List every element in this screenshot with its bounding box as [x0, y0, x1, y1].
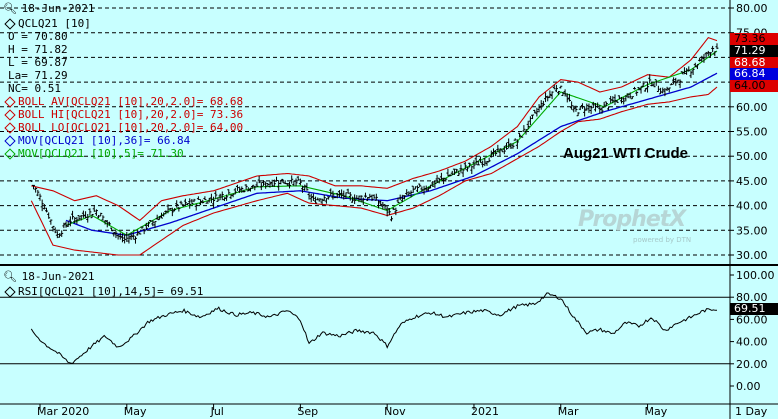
price-tick-label: 35.00: [736, 224, 768, 237]
price-tag: 73.36: [730, 33, 778, 45]
legend-entry: BOLL HI[QCLQ21 [10],20,2.0]= 73.36: [4, 108, 243, 121]
legend-entry: NC= 0.51: [4, 82, 61, 95]
legend-entry: BOLL AV[QCLQ21 [10],20,2.0]= 68.68: [4, 95, 243, 108]
x-tick-label: Nov: [384, 405, 406, 418]
search-icon[interactable]: 🔍︎: [3, 270, 17, 283]
boll-hi-line: [31, 36, 718, 222]
x-tick-label: Jul: [210, 405, 224, 418]
price-tag: 66.84: [730, 68, 778, 80]
chart-caption: Aug21 WTI Crude: [563, 145, 689, 162]
y-tick-labels: 30.0035.0040.0045.0050.0055.0060.0065.00…: [730, 2, 775, 393]
price-date: 18-Jun-2021: [21, 2, 95, 15]
legend-text: L = 69.87: [8, 56, 68, 69]
diamond-icon: [4, 108, 16, 121]
rsi-tick-label: 40.00: [736, 336, 768, 349]
diamond-icon: [4, 147, 16, 160]
diamond-icon: [4, 134, 16, 147]
x-tick-label: 2021: [471, 405, 499, 418]
price-tick-label: 80.00: [736, 2, 768, 15]
rsi-gridlines: [0, 296, 730, 365]
price-tag: 71.29: [730, 45, 778, 57]
x-tick-labels: Mar 2020 May Jul Sep Nov 2021 Mar May 1 Day: [37, 404, 768, 418]
x-unit-label: 1 Day: [735, 405, 768, 418]
price-bars: [29, 43, 719, 244]
legend-entry: BOLL LO[QCLQ21 [10],20,2.0]= 64.00: [4, 121, 243, 134]
mov36-line: [65, 72, 718, 236]
legend-entry: QCLQ21 [10]: [4, 17, 91, 30]
legend-text: MOV[QCLQ21 [10],36]= 66.84: [18, 134, 191, 147]
diamond-icon: [4, 285, 16, 298]
rsi-legend: RSI[QCLQ21 [10],14,5]= 69.51: [4, 285, 203, 298]
rsi-date-header: 🔍︎ 18-Jun-2021: [3, 270, 96, 283]
legend-text: La= 71.29: [8, 69, 68, 82]
legend-text: MOV[QCLQ21 [10],5]= 71.30: [18, 147, 184, 160]
legend-entry: H = 71.82: [4, 43, 68, 56]
rsi-series: [30, 292, 717, 364]
legend-entry: O = 70.80: [4, 30, 68, 43]
x-tick-label: May: [124, 405, 147, 418]
legend-entry: MOV[QCLQ21 [10],36]= 66.84: [4, 134, 190, 147]
x-tick-label: May: [645, 405, 668, 418]
rsi-tick-label: 100.00: [736, 269, 775, 282]
rsi-value-tag: 69.51: [730, 302, 778, 315]
bollinger-bands: [30, 36, 718, 256]
legend-text: H = 71.82: [8, 43, 68, 56]
price-tick-label: 50.00: [736, 150, 768, 163]
watermark-sub: powered by DTN: [633, 236, 692, 244]
watermark: ProphetX: [578, 207, 686, 232]
price-tick-label: 45.00: [736, 175, 768, 188]
legend-text: QCLQ21 [10]: [18, 17, 91, 30]
diamond-icon: [4, 95, 16, 108]
legend-entry: MOV[QCLQ21 [10],5]= 71.30: [4, 147, 184, 160]
x-tick-label: Mar: [558, 405, 579, 418]
search-icon[interactable]: 🔍︎: [3, 2, 17, 15]
legend-text: BOLL AV[QCLQ21 [10],20,2.0]= 68.68: [18, 95, 244, 108]
legend-text: NC= 0.51: [8, 82, 61, 95]
price-gridlines: [0, 7, 730, 256]
boll-lo-line: [30, 86, 718, 256]
legend-text: BOLL HI[QCLQ21 [10],20,2.0]= 73.36: [18, 108, 244, 121]
legend-entry: La= 71.29: [4, 69, 68, 82]
price-tick-label: 40.00: [736, 200, 768, 213]
price-tick-label: 60.00: [736, 101, 768, 114]
price-date-header: 🔍︎ 18-Jun-2021: [3, 2, 96, 15]
rsi-tick-label: 80.00: [736, 291, 768, 304]
price-tick-label: 30.00: [736, 249, 768, 262]
legend-entry: L = 69.87: [4, 56, 68, 69]
x-tick-label: Sep: [297, 405, 318, 418]
rsi-tick-label: 60.00: [736, 313, 768, 326]
price-tick-label: 55.00: [736, 126, 768, 139]
diamond-icon: [4, 121, 16, 134]
rsi-legend-text: RSI[QCLQ21 [10],14,5]= 69.51: [18, 285, 204, 298]
rsi-tick-label: 20.00: [736, 358, 768, 371]
price-tag: 68.68: [730, 57, 778, 69]
rsi-tick-label: 0.00: [736, 380, 761, 393]
price-tag: 64.00: [730, 80, 778, 92]
rsi-line: [30, 292, 717, 364]
rsi-date: 18-Jun-2021: [21, 270, 95, 283]
legend-text: O = 70.80: [8, 30, 68, 43]
diamond-icon: [4, 17, 16, 30]
legend-text: BOLL LO[QCLQ21 [10],20,2.0]= 64.00: [18, 121, 244, 134]
x-tick-label: Mar 2020: [37, 405, 89, 418]
